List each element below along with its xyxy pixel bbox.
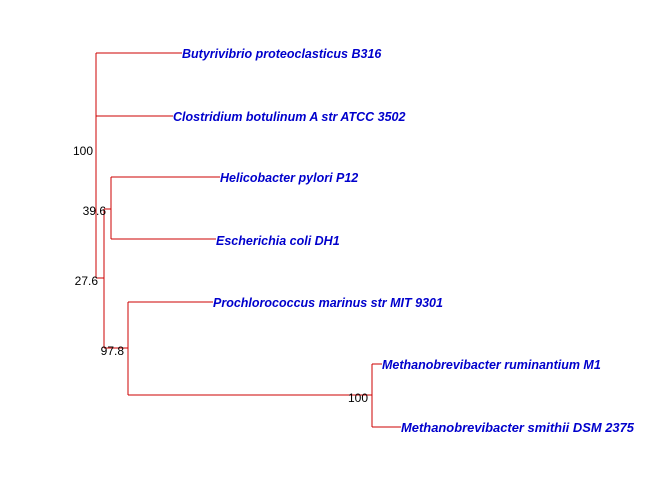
leaf-label-escherichia: Escherichia coli DH1 — [216, 234, 340, 248]
leaf-label-methanobrevibacter-ruminantium: Methanobrevibacter ruminantium M1 — [382, 358, 601, 372]
leaf-label-prochlorococcus: Prochlorococcus marinus str MIT 9301 — [213, 296, 443, 310]
support-value-root: 100 — [73, 144, 93, 158]
support-value-node-39: 39.6 — [83, 204, 107, 218]
support-value-methano-node: 100 — [348, 391, 368, 405]
leaf-label-butyrivibrio: Butyrivibrio proteoclasticus B316 — [182, 47, 382, 61]
support-value-node-97: 97.8 — [101, 344, 125, 358]
leaf-label-helicobacter: Helicobacter pylori P12 — [220, 171, 358, 185]
leaf-labels: Butyrivibrio proteoclasticus B316 Clostr… — [173, 47, 635, 435]
support-value-node-27: 27.6 — [75, 274, 99, 288]
leaf-label-methanobrevibacter-smithii: Methanobrevibacter smithii DSM 2375 — [401, 421, 635, 435]
leaf-label-clostridium: Clostridium botulinum A str ATCC 3502 — [173, 110, 405, 124]
tree-branches — [95, 52, 401, 428]
support-values: 100 39.6 27.6 97.8 100 — [73, 144, 368, 405]
